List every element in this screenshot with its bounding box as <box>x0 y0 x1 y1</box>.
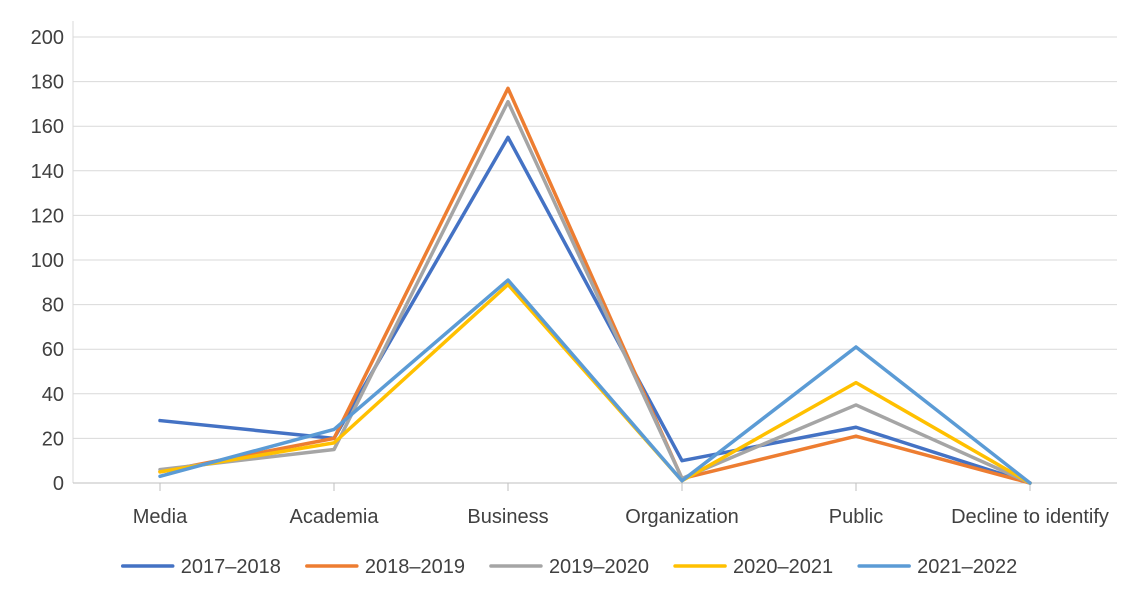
legend-label-2020-2021: 2020–2021 <box>733 556 833 578</box>
legend-item-2021-2022: 2021–2022 <box>857 556 1017 578</box>
y-tick-label-80: 80 <box>42 295 64 317</box>
series-line-2021-2022 <box>158 278 1032 485</box>
axes <box>72 21 1117 491</box>
series-line-2019-2020 <box>158 99 1032 485</box>
legend: 2017–2018 2018–2019 2019–2020 2020–2021 2021… <box>120 556 1017 578</box>
x-tick-label-decline-to-identify: Decline to identify <box>951 506 1109 528</box>
x-axis-tick-labels: Media Academia Business Organization Public D… <box>133 506 1109 528</box>
y-tick-label-140: 140 <box>31 161 64 183</box>
gridlines <box>73 36 1117 439</box>
y-tick-label-120: 120 <box>31 205 64 227</box>
y-tick-label-160: 160 <box>31 116 64 138</box>
legend-label-2018-2019: 2018–2019 <box>365 556 465 578</box>
series-line-2017-2018 <box>158 135 1032 485</box>
legend-item-2018-2019: 2018–2019 <box>305 556 465 578</box>
x-tick-label-business: Business <box>467 506 548 528</box>
legend-item-2017-2018: 2017–2018 <box>120 556 281 578</box>
x-tick-label-organization: Organization <box>625 506 738 528</box>
y-tick-label-60: 60 <box>42 339 64 361</box>
legend-item-2020-2021: 2020–2021 <box>673 556 833 578</box>
y-tick-label-100: 100 <box>31 250 64 272</box>
y-tick-label-180: 180 <box>31 72 64 94</box>
x-tick-label-media: Media <box>133 506 188 528</box>
legend-label-2017-2018: 2017–2018 <box>181 556 281 578</box>
series-line-2018-2019 <box>158 86 1032 485</box>
legend-item-2019-2020: 2019–2020 <box>489 556 649 578</box>
y-tick-label-40: 40 <box>42 384 64 406</box>
series-lines <box>158 86 1032 485</box>
legend-label-2019-2020: 2019–2020 <box>549 556 649 578</box>
x-tick-label-academia: Academia <box>290 506 380 528</box>
y-tick-label-0: 0 <box>53 473 64 495</box>
y-tick-label-200: 200 <box>31 27 64 49</box>
x-tick-label-public: Public <box>829 506 883 528</box>
legend-label-2021-2022: 2021–2022 <box>917 556 1017 578</box>
y-axis-tick-labels: 0 20 40 60 80 100 120 140 160 180 200 <box>31 27 64 495</box>
y-tick-label-20: 20 <box>42 428 64 450</box>
